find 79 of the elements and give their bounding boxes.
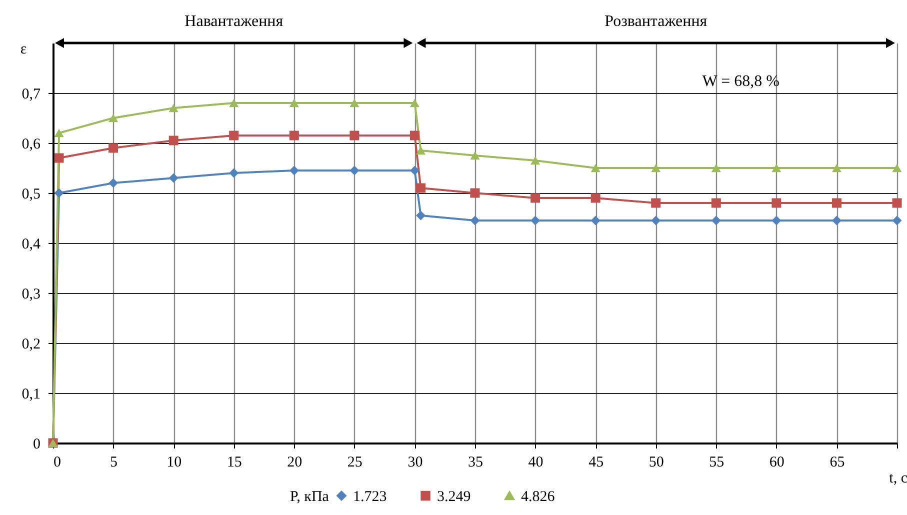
x-tick-label: 15 bbox=[226, 454, 242, 470]
text: Навантаження bbox=[184, 13, 284, 30]
point bbox=[350, 166, 360, 176]
point bbox=[350, 130, 360, 140]
y-tick-label: 0,1 bbox=[22, 386, 40, 402]
point bbox=[651, 164, 661, 172]
x-tick-label: 65 bbox=[830, 454, 845, 470]
x-tick-label: 50 bbox=[648, 454, 664, 470]
x-axis-title: t, c bbox=[889, 470, 907, 486]
point bbox=[470, 151, 480, 160]
point bbox=[530, 216, 540, 226]
x-tick-label: 20 bbox=[287, 454, 302, 470]
point bbox=[416, 146, 426, 155]
point bbox=[229, 130, 239, 140]
y-tick-label: 0,6 bbox=[22, 136, 41, 152]
point bbox=[470, 216, 480, 226]
point bbox=[530, 156, 540, 165]
y-tick-label: 0,3 bbox=[22, 286, 40, 302]
point bbox=[289, 130, 299, 140]
point bbox=[590, 216, 600, 226]
y-tick-label: 0,7 bbox=[22, 86, 41, 102]
text: Розвантаження bbox=[604, 13, 708, 30]
x-tick-label: 0 bbox=[54, 454, 61, 470]
x-tick-label: 55 bbox=[709, 454, 724, 470]
point bbox=[416, 210, 426, 220]
point bbox=[168, 136, 178, 146]
point bbox=[892, 164, 902, 172]
point bbox=[108, 178, 118, 188]
legend-title: P, кПа bbox=[290, 489, 330, 505]
point bbox=[772, 216, 782, 226]
point bbox=[108, 114, 118, 122]
legend-label: 4.826 bbox=[521, 488, 556, 505]
x-tick-label: 45 bbox=[588, 454, 604, 470]
point bbox=[289, 166, 299, 176]
y-tick-label: 0,5 bbox=[22, 186, 40, 202]
x-tick-label: 35 bbox=[468, 454, 483, 470]
point bbox=[772, 198, 782, 208]
point bbox=[832, 198, 842, 208]
point bbox=[168, 104, 178, 112]
legend-label: 1.723 bbox=[353, 488, 387, 505]
point bbox=[772, 164, 782, 172]
y-axis-title: ε bbox=[20, 42, 27, 58]
point bbox=[590, 164, 600, 172]
point bbox=[229, 98, 239, 108]
point bbox=[410, 98, 420, 108]
y-tick-label: 0 bbox=[33, 436, 40, 452]
point bbox=[892, 198, 902, 208]
x-tick-label: 60 bbox=[769, 454, 784, 470]
x-tick-label: 25 bbox=[347, 454, 362, 470]
x-tick-label: 30 bbox=[408, 454, 423, 470]
point bbox=[54, 128, 64, 138]
point bbox=[711, 216, 721, 226]
y-tick-label: 0,4 bbox=[22, 236, 41, 252]
point bbox=[651, 198, 661, 208]
point bbox=[530, 193, 540, 203]
point bbox=[54, 188, 64, 198]
x-tick-label: 5 bbox=[110, 454, 118, 470]
point bbox=[470, 188, 480, 198]
point bbox=[108, 143, 118, 153]
point bbox=[832, 164, 842, 172]
point bbox=[711, 164, 721, 172]
point bbox=[410, 166, 420, 176]
x-tick-label: 10 bbox=[166, 454, 182, 470]
point bbox=[168, 173, 178, 183]
legend-label: 3.249 bbox=[437, 488, 471, 505]
point bbox=[350, 98, 360, 108]
point bbox=[651, 216, 661, 226]
annotation: W = 68,8 % bbox=[702, 73, 780, 90]
point bbox=[289, 98, 299, 108]
point bbox=[590, 193, 600, 203]
point bbox=[229, 168, 239, 178]
point bbox=[416, 183, 426, 193]
point bbox=[410, 130, 420, 140]
point bbox=[892, 216, 902, 226]
point bbox=[54, 153, 64, 163]
y-tick-label: 0,2 bbox=[22, 336, 40, 352]
x-tick-label: 40 bbox=[528, 454, 544, 470]
point bbox=[832, 216, 842, 226]
point bbox=[711, 198, 721, 208]
